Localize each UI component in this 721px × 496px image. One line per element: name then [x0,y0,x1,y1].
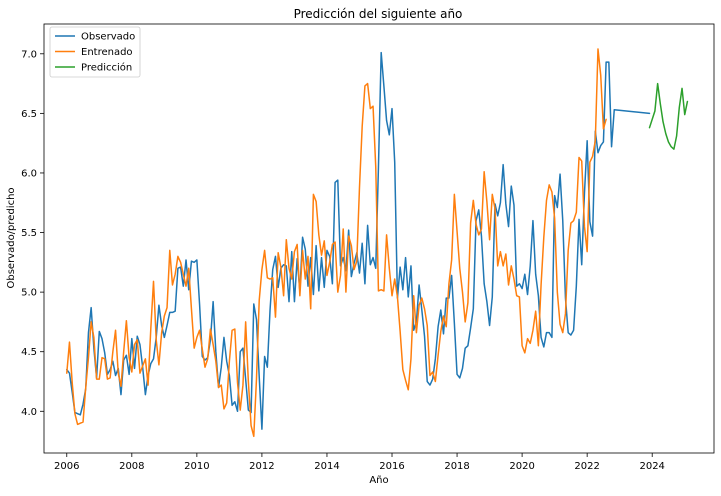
plot-area: 2006 2008 2010 2012 2014 2016 2018 2020 2022 2024… [21,23,715,472]
x-tick-label: 2018 [444,461,469,472]
y-tick-label: 6.5 [21,109,37,120]
x-tick-label: 2020 [509,461,534,472]
plot-frame [43,23,715,454]
series-layer [66,48,689,438]
x-tick-label: 2014 [314,461,339,472]
y-tick-label: 4.0 [21,407,37,418]
x-tick-label: 2006 [54,461,79,472]
y-tick-label: 7.0 [21,49,37,60]
x-tick-label: 2012 [249,461,274,472]
y-axis-label: Observado/predicho [6,187,17,288]
series-line-2 [66,48,607,438]
x-tick-label: 2008 [119,461,144,472]
y-tick-label: 5.5 [21,228,37,239]
legend-label-2: Entrenado [81,47,133,58]
x-tick-label: 2022 [574,461,599,472]
x-tick-label: 2010 [184,461,209,472]
legend-box [49,26,141,78]
x-tick-label: 2016 [379,461,404,472]
x-axis-label: Año [369,475,388,486]
legend-items: Observado Entrenado Predicción [55,32,135,74]
x-tick-label: 2024 [639,461,664,472]
chart-title: Predicción del siguiente año [294,7,463,21]
y-tick-label: 5.0 [21,288,37,299]
legend-label-3: Predicción [81,62,132,74]
y-tick-label: 6.0 [21,168,37,179]
y-tick-label: 4.5 [21,347,37,358]
legend-label-1: Observado [81,32,135,43]
legend: Observado Entrenado Predicción [49,26,141,78]
series-line-3 [648,82,689,150]
y-axis-ticks: 4.0 4.5 5.0 5.5 6.0 6.5 7.0 [21,49,44,418]
x-axis-ticks: 2006 2008 2010 2012 2014 2016 2018 2020 2022 2024 [54,453,665,472]
